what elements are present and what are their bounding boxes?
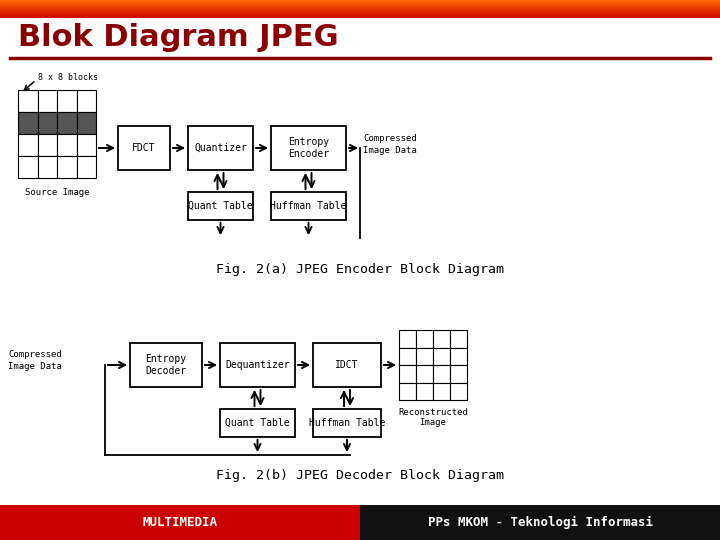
Bar [313,409,381,437]
Bar [433,348,450,365]
Text: Quant Table: Quant Table [225,418,290,428]
Bar [313,343,381,387]
Text: MULTIMEDIA: MULTIMEDIA [143,516,217,529]
Text: IDCT: IDCT [336,360,359,370]
Bar [416,348,433,365]
Text: Entropy
Encoder: Entropy Encoder [288,137,329,159]
Bar [399,365,416,382]
Text: Blok Diagram JPEG: Blok Diagram JPEG [18,24,338,52]
Bar [37,112,57,134]
Bar [416,382,433,400]
Bar [18,90,37,112]
Bar [220,409,295,437]
Text: Huffman Table: Huffman Table [270,201,347,211]
Bar [57,90,76,112]
Bar [76,156,96,178]
Text: Image Data: Image Data [8,362,62,371]
Bar [130,343,202,387]
Bar [118,126,170,170]
Bar [360,505,720,540]
Bar [399,382,416,400]
Text: Entropy
Decoder: Entropy Decoder [145,354,186,376]
Bar [433,330,450,348]
Text: Quantizer: Quantizer [194,143,247,153]
Text: FDCT: FDCT [132,143,156,153]
Bar [18,112,37,134]
Bar [37,156,57,178]
Bar [271,192,346,220]
Bar [57,134,76,156]
Bar [0,505,360,540]
Bar [18,134,37,156]
Bar [76,90,96,112]
Bar [37,134,57,156]
Bar [76,112,96,134]
Text: Compressed: Compressed [8,350,62,359]
Bar [188,126,253,170]
Bar [416,365,433,382]
Bar [450,382,467,400]
Bar [18,156,37,178]
Bar [433,382,450,400]
Text: Fig. 2(a) JPEG Encoder Block Diagram: Fig. 2(a) JPEG Encoder Block Diagram [216,264,504,276]
Bar [37,90,57,112]
Text: Compressed: Compressed [363,134,417,143]
Bar [399,330,416,348]
Bar [450,330,467,348]
Text: Fig. 2(b) JPEG Decoder Block Diagram: Fig. 2(b) JPEG Decoder Block Diagram [216,469,504,482]
Bar [188,192,253,220]
Bar [57,156,76,178]
Bar [76,134,96,156]
Text: Image Data: Image Data [363,146,417,155]
Bar [271,126,346,170]
Text: 8 x 8 blocks: 8 x 8 blocks [38,73,98,83]
Bar [450,365,467,382]
Bar [433,365,450,382]
Bar [450,348,467,365]
Bar [57,112,76,134]
Text: Quant Table: Quant Table [188,201,253,211]
Text: PPs MKOM - Teknologi Informasi: PPs MKOM - Teknologi Informasi [428,516,652,529]
Text: Huffman Table: Huffman Table [309,418,385,428]
Bar [416,330,433,348]
Text: Reconstructed
Image: Reconstructed Image [398,408,468,427]
Text: Dequantizer: Dequantizer [225,360,290,370]
Bar [399,348,416,365]
Text: Source Image: Source Image [24,188,89,197]
Bar [220,343,295,387]
